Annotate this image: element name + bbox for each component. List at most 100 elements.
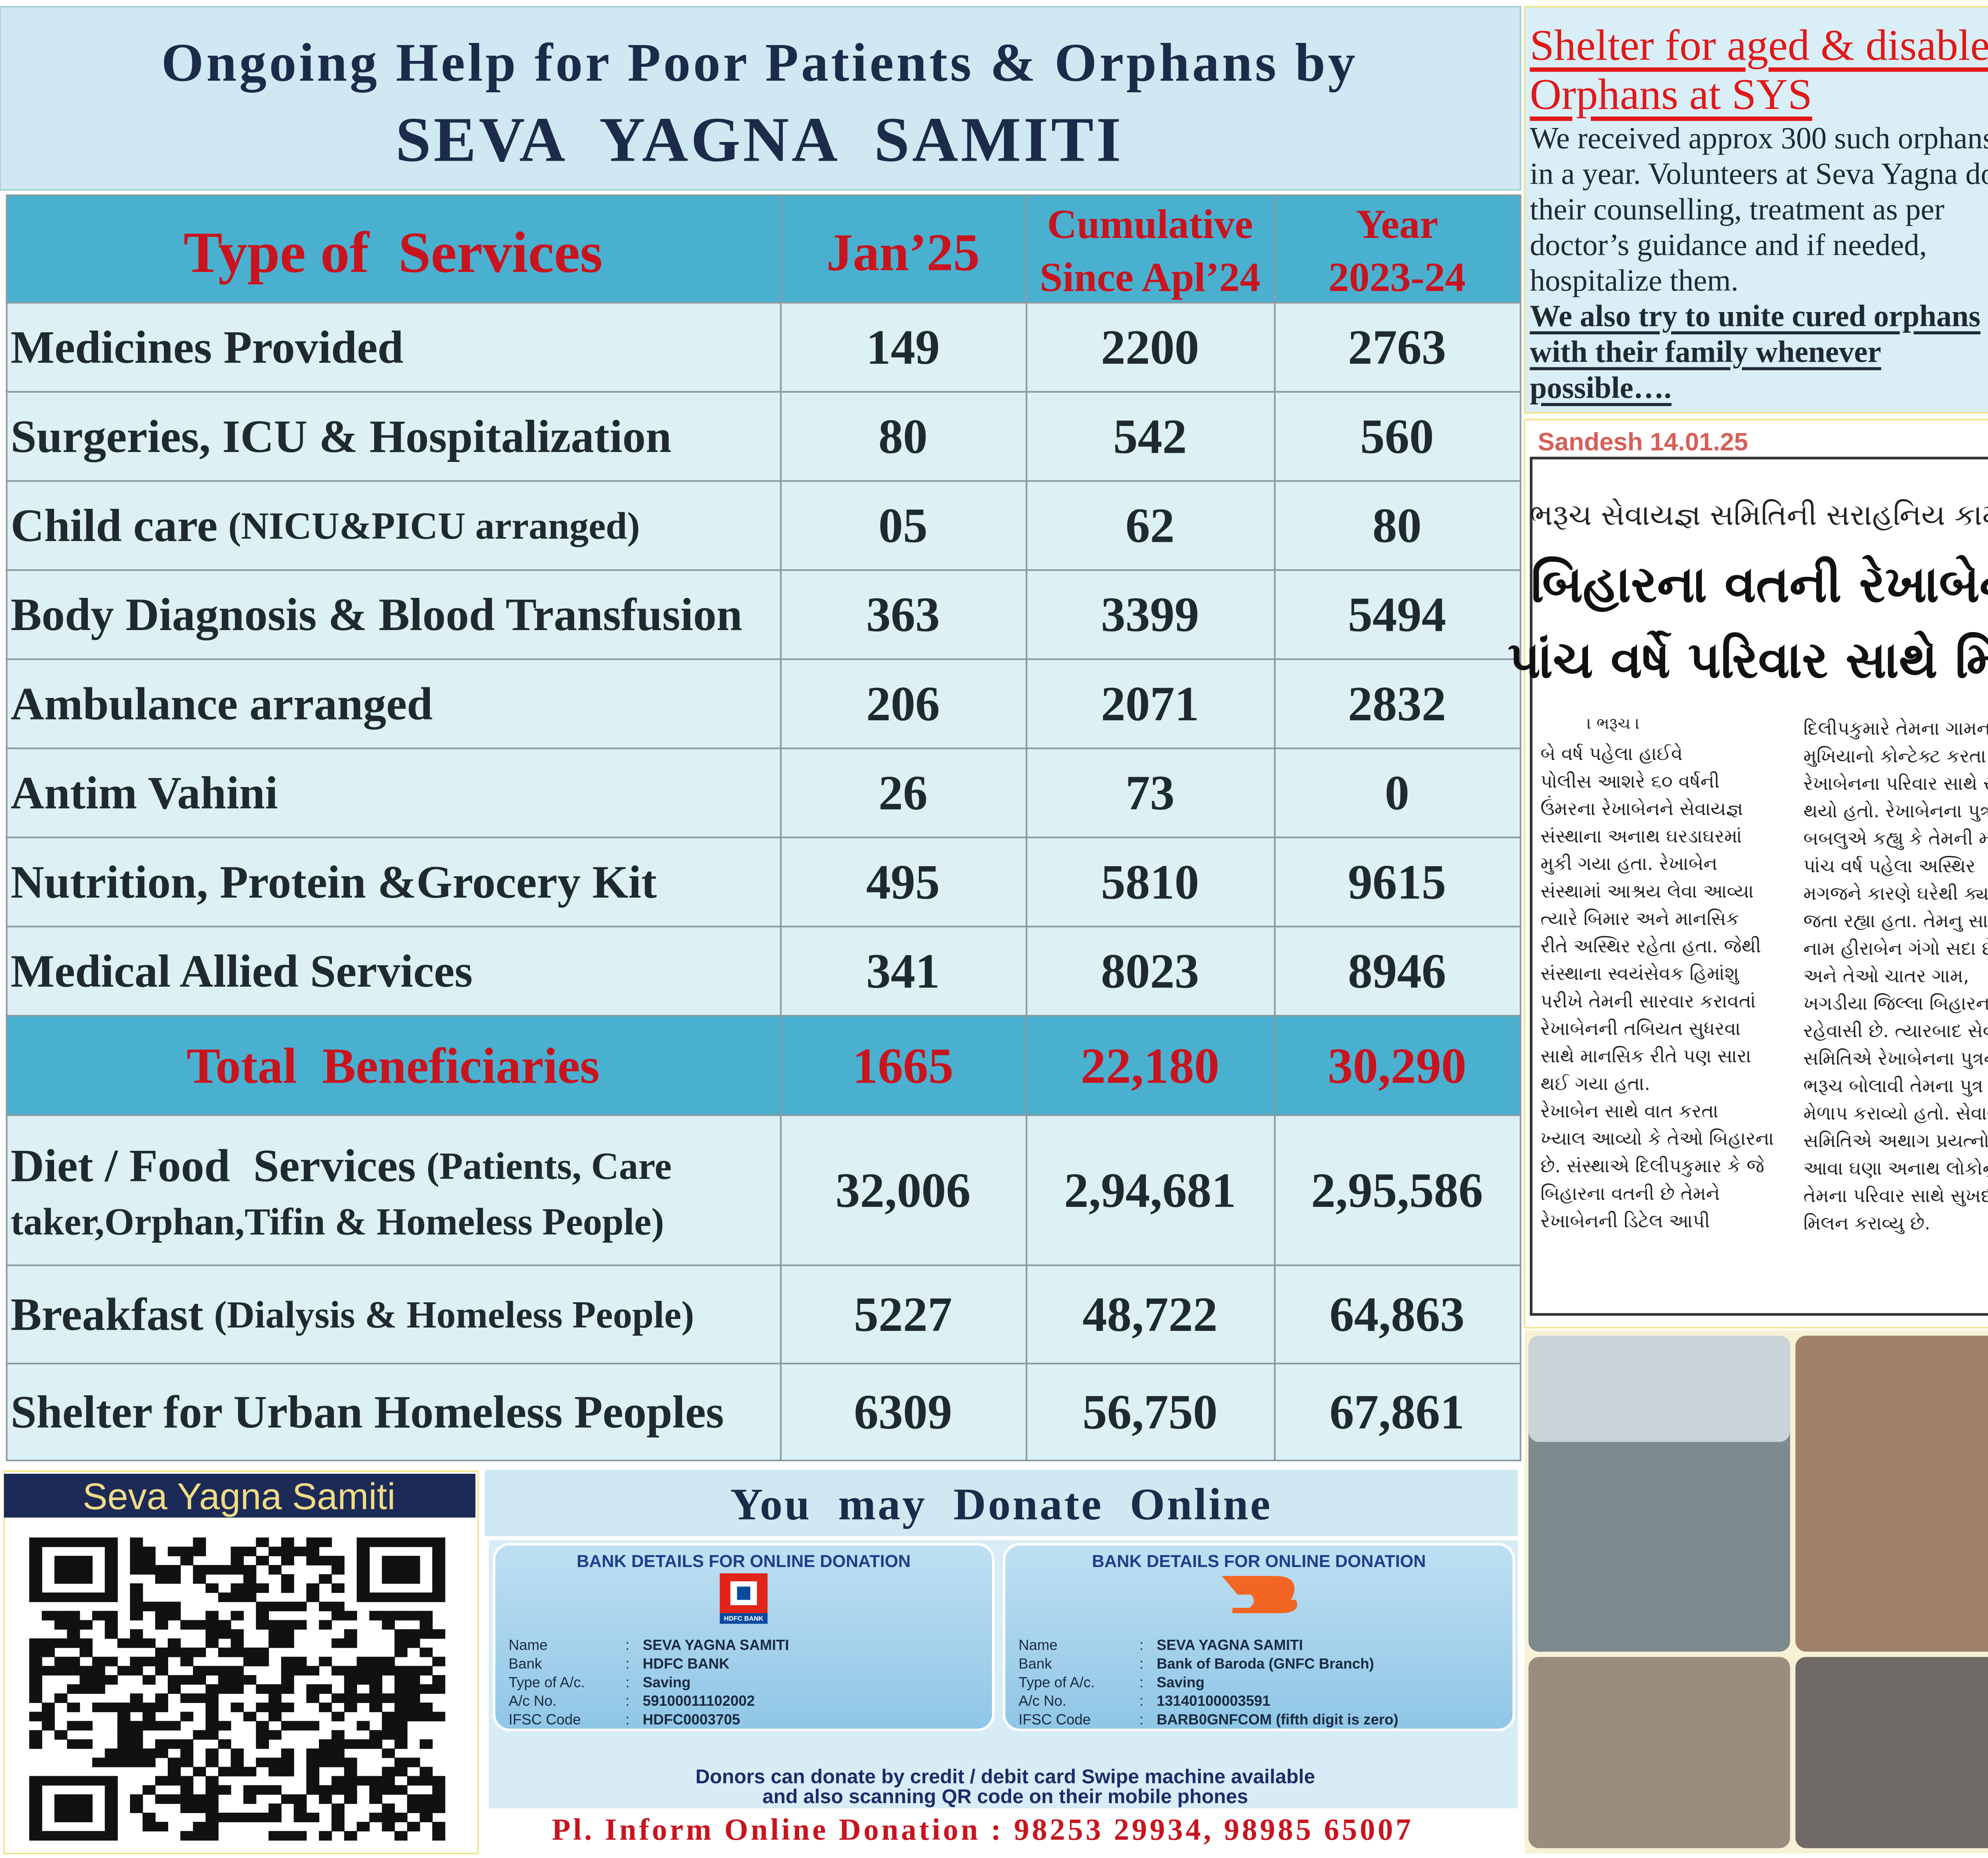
qr-module <box>80 1739 93 1749</box>
qr-module <box>218 1647 231 1657</box>
qr-module <box>130 1656 143 1666</box>
qr-module <box>281 1757 294 1767</box>
newspaper-text: ભરૂચ સેવાયજ્ઞ સમિતિની સરાહનિય કામગીરી બિહ… <box>1508 498 1988 1234</box>
qr-module <box>306 1546 320 1556</box>
table-cell <box>780 480 1027 571</box>
total-label: Total Beneficiaries <box>186 1038 600 1094</box>
qr-module <box>382 1712 395 1722</box>
table-value: 560 <box>1360 409 1434 464</box>
qr-module <box>394 1684 408 1694</box>
qr-module <box>243 1574 256 1584</box>
qr-module <box>92 1666 105 1676</box>
qr-module <box>193 1693 206 1703</box>
qr-module <box>105 1776 118 1786</box>
qr-module <box>80 1565 93 1575</box>
qr-module <box>382 1785 395 1795</box>
qr-module <box>394 1647 408 1657</box>
qr-module <box>205 1583 219 1593</box>
qr-module <box>344 1785 357 1795</box>
qr-module <box>42 1638 55 1648</box>
qr-module <box>42 1666 55 1676</box>
qr-module <box>117 1638 130 1648</box>
qr-module <box>268 1546 282 1556</box>
qr-module <box>256 1620 269 1630</box>
column-header: Year <box>1356 202 1438 247</box>
qr-module <box>432 1537 445 1547</box>
qr-module <box>67 1812 80 1823</box>
qr-module <box>193 1666 206 1676</box>
qr-module <box>432 1656 445 1666</box>
qr-module <box>281 1831 294 1841</box>
qr-module <box>256 1812 269 1823</box>
qr-module <box>319 1703 332 1713</box>
qr-module <box>231 1757 244 1767</box>
qr-module <box>331 1812 345 1823</box>
qr-module <box>29 1812 43 1823</box>
qr-module <box>281 1666 294 1676</box>
column-header: Since Apl’24 <box>1040 255 1260 300</box>
qr-module <box>105 1803 118 1813</box>
table-cell <box>1025 925 1276 1017</box>
qr-module <box>155 1721 168 1731</box>
qr-module <box>92 1831 105 1841</box>
table-value: 2,94,681 <box>1064 1163 1236 1218</box>
table-cell <box>780 1265 1027 1365</box>
qr-module <box>419 1703 433 1713</box>
qr-module <box>42 1831 55 1841</box>
qr-module <box>256 1602 269 1612</box>
qr-module <box>331 1666 345 1676</box>
photo <box>1528 1657 1790 1848</box>
bank-logo <box>720 1613 768 1624</box>
qr-module <box>29 1684 43 1694</box>
qr-module <box>54 1831 68 1841</box>
qr-module <box>382 1592 395 1602</box>
qr-module <box>268 1785 282 1795</box>
qr-module <box>407 1794 420 1804</box>
qr-module <box>130 1693 143 1703</box>
qr-module <box>382 1812 395 1823</box>
qr-module <box>80 1620 93 1630</box>
table-value: 3399 <box>1101 588 1199 642</box>
qr-module <box>130 1638 143 1648</box>
qr-module <box>67 1776 80 1786</box>
table-value: 2,95,586 <box>1311 1163 1483 1218</box>
card-title: BANK DETAILS FOR ONLINE DONATION <box>1092 1552 1426 1571</box>
sidebar-highlight: We also try to unite cured orphans <box>1530 299 1981 333</box>
qr-module <box>117 1730 130 1740</box>
qr-module <box>205 1611 219 1621</box>
qr-module <box>205 1785 219 1795</box>
qr-module <box>54 1592 68 1602</box>
qr-module <box>256 1785 269 1795</box>
qr-module <box>382 1656 395 1666</box>
qr-module <box>357 1693 370 1703</box>
qr-module <box>281 1703 294 1713</box>
qr-module <box>29 1693 43 1703</box>
qr-module <box>331 1748 345 1758</box>
qr-module <box>306 1721 320 1731</box>
qr-module <box>293 1656 307 1666</box>
qr-module <box>293 1794 307 1804</box>
qr-module <box>268 1767 282 1777</box>
field-value: 13140100003591 <box>1157 1693 1270 1709</box>
qr-module <box>105 1611 118 1621</box>
qr-module <box>205 1721 219 1731</box>
sidebar-box <box>1524 6 1988 414</box>
qr-module <box>432 1675 445 1685</box>
qr-module <box>268 1684 282 1694</box>
qr-module <box>67 1555 80 1565</box>
qr-module <box>243 1647 256 1657</box>
qr-module <box>306 1666 320 1676</box>
qr-module <box>155 1693 168 1703</box>
table-cell <box>1025 1265 1276 1365</box>
table-value: 5494 <box>1348 588 1446 642</box>
qr-module <box>344 1638 357 1648</box>
qr-module <box>331 1785 345 1795</box>
qr-module <box>29 1592 43 1602</box>
qr-module <box>218 1620 231 1630</box>
qr-module <box>180 1803 194 1813</box>
qr-module <box>306 1767 320 1777</box>
table-value: 48,722 <box>1083 1287 1218 1342</box>
qr-module <box>394 1757 408 1767</box>
qr-module <box>281 1629 294 1639</box>
donate-contact: Pl. Inform Online Donation : 98253 29934… <box>552 1813 1413 1846</box>
